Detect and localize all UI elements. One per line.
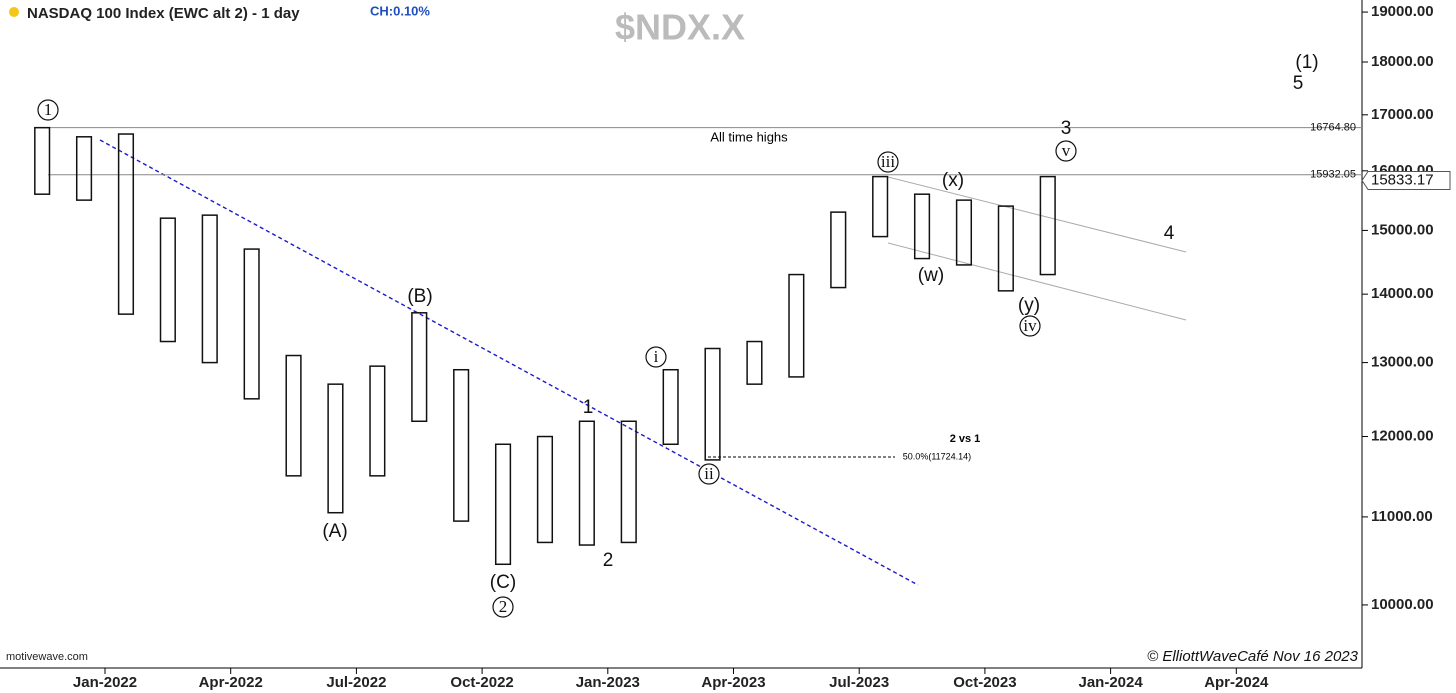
wave-label: v bbox=[1062, 141, 1071, 160]
x-tick-label: Jan-2022 bbox=[73, 674, 137, 691]
price-range-bar bbox=[285, 354, 302, 477]
level-label: 16764.80 bbox=[1310, 122, 1356, 134]
price-range-bar bbox=[955, 199, 973, 266]
wave-circle bbox=[1019, 315, 1041, 337]
wave-label: 4 bbox=[1164, 223, 1175, 244]
price-range-bar bbox=[243, 248, 260, 400]
price-range-bar bbox=[620, 420, 637, 544]
x-tick-label: Jul-2022 bbox=[326, 674, 386, 691]
channel-line bbox=[887, 242, 1187, 321]
price-range-bar bbox=[872, 175, 889, 238]
last-price-tag bbox=[1361, 170, 1451, 190]
y-tick-label: 13000.00 bbox=[1371, 354, 1434, 371]
chart-title: NASDAQ 100 Index (EWC alt 2) - 1 day bbox=[27, 5, 300, 22]
price-range-bar bbox=[494, 443, 512, 566]
wave-circle bbox=[877, 151, 899, 173]
price-range-bar bbox=[913, 193, 931, 260]
trend-line bbox=[99, 139, 919, 586]
price-range-bar bbox=[830, 211, 847, 289]
price-range-bar bbox=[369, 365, 386, 477]
y-tick-label: 10000.00 bbox=[1371, 596, 1434, 613]
wave-label: i bbox=[654, 347, 659, 366]
x-tick-label: Oct-2023 bbox=[953, 674, 1016, 691]
wave-circle bbox=[1055, 140, 1077, 162]
status-dot bbox=[9, 7, 19, 17]
wave-label: (C) bbox=[490, 572, 516, 593]
wave-label: 2 bbox=[499, 597, 508, 616]
y-tick-label: 18000.00 bbox=[1371, 53, 1434, 70]
change: CH:0.10% bbox=[370, 3, 430, 18]
credit: © ElliottWaveCafé Nov 16 2023 bbox=[1147, 648, 1359, 665]
wave-label: (B) bbox=[407, 286, 432, 307]
wave-label: 5 bbox=[1293, 73, 1304, 94]
wave-label: 3 bbox=[1061, 118, 1072, 139]
price-range-bar bbox=[536, 435, 554, 544]
y-tick-label: 11000.00 bbox=[1371, 508, 1433, 525]
price-range-bar bbox=[704, 347, 721, 461]
price-range-bar bbox=[662, 368, 679, 446]
x-tick-label: Apr-2024 bbox=[1204, 674, 1269, 691]
y-tick-label: 17000.00 bbox=[1371, 106, 1434, 123]
x-tick-label: Apr-2022 bbox=[199, 674, 263, 691]
symbol: $NDX.X bbox=[615, 7, 745, 48]
wave-label: 1 bbox=[583, 397, 594, 418]
wave-label: (A) bbox=[322, 521, 347, 542]
level-label: 15932.05 bbox=[1310, 169, 1356, 181]
y-tick-label: 14000.00 bbox=[1371, 285, 1434, 302]
price-range-bar bbox=[997, 205, 1014, 292]
note: All time highs bbox=[710, 129, 788, 144]
price-range-bar bbox=[159, 217, 176, 343]
last-price-label: 15833.17 bbox=[1371, 171, 1434, 188]
plot-area bbox=[34, 126, 1362, 586]
price-range-bar bbox=[746, 340, 763, 385]
price-range-bar bbox=[453, 368, 470, 522]
channel-line bbox=[887, 176, 1187, 253]
price-range-bar bbox=[201, 214, 218, 364]
price-range-bar bbox=[1039, 175, 1056, 276]
x-tick-label: Oct-2022 bbox=[450, 674, 513, 691]
wave-label: (1) bbox=[1295, 52, 1318, 73]
source: motivewave.com bbox=[6, 651, 88, 663]
wave-label: (x) bbox=[942, 170, 964, 191]
wave-circle bbox=[37, 99, 59, 121]
x-tick-label: Jul-2023 bbox=[829, 674, 889, 691]
price-range-bar bbox=[327, 383, 344, 514]
note: 2 vs 1 bbox=[950, 433, 981, 445]
price-range-bar bbox=[578, 420, 595, 546]
wave-circle bbox=[698, 463, 720, 485]
y-tick-label: 12000.00 bbox=[1371, 427, 1434, 444]
price-range-bar bbox=[117, 133, 135, 315]
x-tick-label: Apr-2023 bbox=[701, 674, 765, 691]
wave-label: ii bbox=[704, 464, 714, 483]
y-tick-label: 19000.00 bbox=[1371, 3, 1434, 20]
wave-label: 1 bbox=[44, 100, 53, 119]
price-range-bar bbox=[411, 312, 428, 423]
wave-circle bbox=[645, 346, 667, 368]
price-range-bar bbox=[788, 273, 805, 378]
wave-circle bbox=[492, 596, 514, 618]
note: 50.0%(11724.14) bbox=[903, 451, 971, 461]
price-range-bar bbox=[75, 136, 93, 201]
y-tick-label: 15000.00 bbox=[1371, 221, 1434, 238]
price-range-bar bbox=[34, 126, 51, 195]
x-tick-label: Jan-2023 bbox=[576, 674, 640, 691]
x-tick-label: Jan-2024 bbox=[1078, 674, 1143, 691]
wave-label: 2 bbox=[603, 550, 614, 571]
wave-label: (w) bbox=[918, 265, 944, 286]
wave-label: iii bbox=[881, 152, 895, 171]
wave-label: iv bbox=[1023, 316, 1037, 335]
wave-label: (y) bbox=[1018, 295, 1040, 316]
